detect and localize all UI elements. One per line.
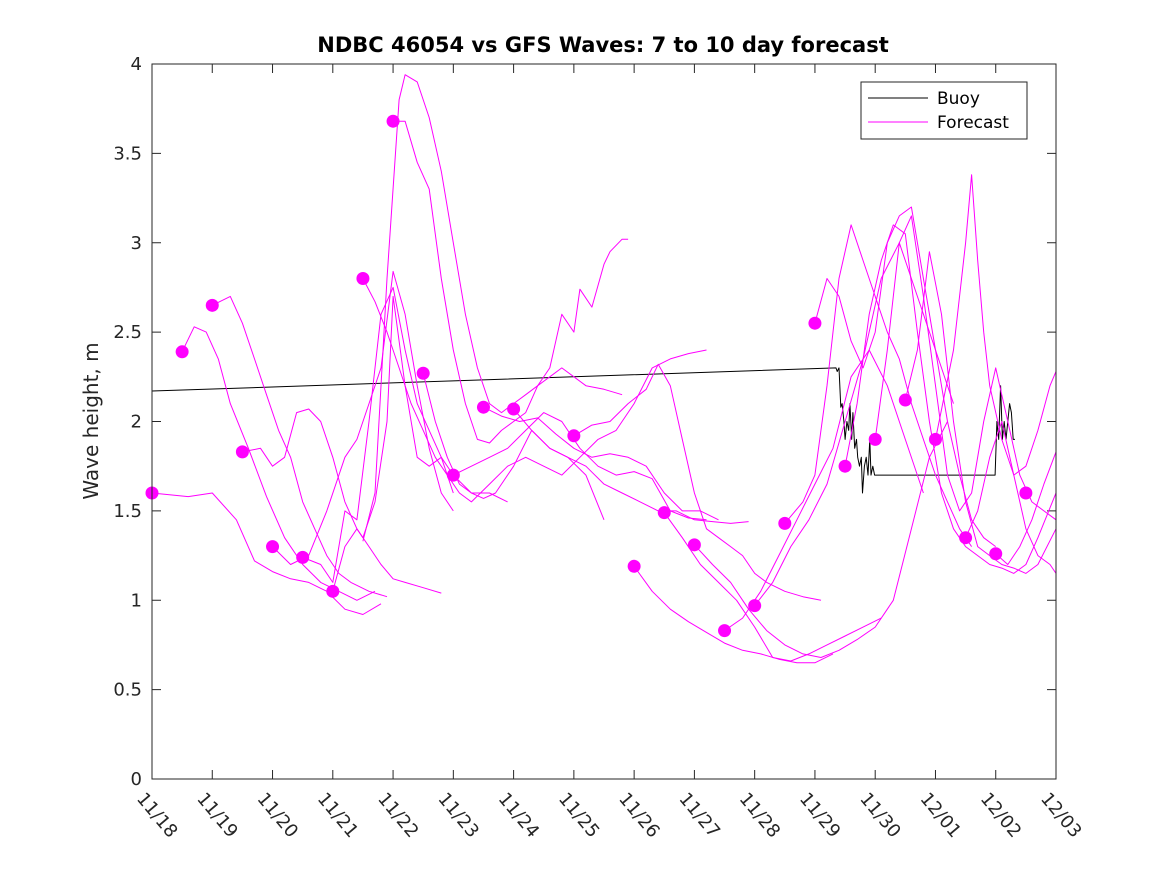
forecast-series-line <box>362 278 707 503</box>
forecast-marker <box>326 584 340 598</box>
forecast-series-line <box>844 224 1056 574</box>
forecast-marker <box>175 345 189 359</box>
forecast-series-line <box>483 406 719 521</box>
chart-title: NDBC 46054 vs GFS Waves: 7 to 10 day for… <box>317 33 888 57</box>
legend-box <box>860 81 1028 140</box>
forecast-marker <box>959 531 973 545</box>
legend: Buoy Forecast <box>860 81 1028 140</box>
forecast-marker <box>778 516 792 530</box>
forecast-series-line <box>995 451 1056 565</box>
y-axis-label: Wave height, m <box>79 342 103 499</box>
forecast-series-line <box>393 120 629 444</box>
forecast-marker <box>235 445 249 459</box>
forecast-series-line <box>724 349 924 632</box>
y-tick-label: 1.5 <box>113 501 142 522</box>
forecast-marker <box>507 402 521 416</box>
forecast-series-line <box>904 251 1056 574</box>
forecast-series-line <box>784 224 973 547</box>
forecast-series-line <box>212 295 388 598</box>
forecast-marker <box>718 624 732 638</box>
y-tick-label: 3.5 <box>113 143 142 164</box>
series-layer <box>152 74 1056 664</box>
y-tick-label: 2 <box>131 412 142 433</box>
forecast-marker <box>567 429 581 443</box>
forecast-series-line <box>453 412 707 521</box>
forecast-marker <box>928 432 942 446</box>
forecast-marker <box>627 559 641 573</box>
forecast-series-line <box>272 270 454 565</box>
forecast-series-line <box>663 512 882 662</box>
forecast-marker <box>446 468 460 482</box>
forecast-series-line <box>633 566 834 664</box>
forecast-marker <box>416 366 430 380</box>
legend-buoy-label: Buoy <box>937 89 980 109</box>
y-tick-labels: 0 0.5 1 1.5 2 2.5 3 3.5 4 <box>113 54 142 790</box>
forecast-marker <box>205 298 219 312</box>
forecast-marker <box>838 459 852 473</box>
forecast-series-line <box>814 206 996 548</box>
forecast-series-line <box>935 174 1056 476</box>
y-tick-label: 4 <box>131 54 142 75</box>
forecast-marker <box>748 599 762 613</box>
forecast-marker <box>657 506 671 520</box>
y-tick-label: 1 <box>131 590 142 611</box>
y-tick-label: 3 <box>131 233 142 254</box>
forecast-marker <box>687 538 701 552</box>
forecast-series-line <box>573 363 822 601</box>
forecast-series-line <box>242 408 442 594</box>
forecast-series-line <box>513 408 749 524</box>
legend-forecast-label: Forecast <box>937 113 1009 133</box>
forecast-marker <box>1019 486 1033 500</box>
y-tick-label: 0.5 <box>113 680 142 701</box>
forecast-marker <box>476 400 490 414</box>
forecast-marker <box>296 550 310 564</box>
forecast-marker <box>808 316 822 330</box>
forecast-series-line <box>302 286 454 583</box>
forecast-series-line <box>754 242 954 606</box>
forecast-marker <box>266 540 280 554</box>
forecast-series-line <box>362 74 623 542</box>
y-tick-label: 2.5 <box>113 322 142 343</box>
forecast-marker <box>386 114 400 128</box>
forecast-series-line <box>965 421 1056 574</box>
plot-area-frame <box>151 63 1057 780</box>
forecast-marker <box>356 272 370 285</box>
forecast-marker <box>868 432 882 446</box>
forecast-marker <box>898 393 912 407</box>
y-tick-label: 0 <box>131 769 142 790</box>
axes-ticks <box>151 63 1057 780</box>
forecast-series-line <box>694 421 948 658</box>
forecast-series-line <box>152 492 382 615</box>
forecast-marker <box>989 547 1003 561</box>
